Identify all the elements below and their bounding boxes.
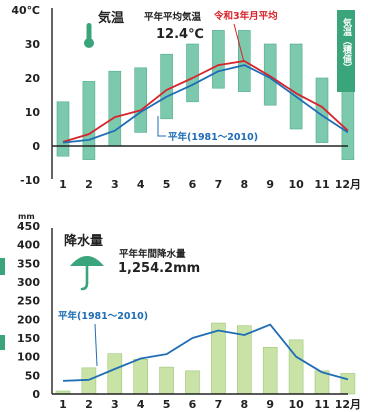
temp-range-bar xyxy=(341,91,355,160)
precip-x-tick-label: 1 xyxy=(59,398,67,411)
temp-range-bar xyxy=(212,30,225,89)
temp-range-bar xyxy=(82,81,96,160)
precip-bar xyxy=(288,339,304,395)
precip-bar xyxy=(211,322,226,395)
precip-line-normal xyxy=(62,323,349,382)
temp-y-tick-label: 10 xyxy=(25,106,41,119)
precip-x-tick-label: 10 xyxy=(288,398,304,411)
temp-x-tick-label: 7 xyxy=(215,178,223,191)
precip-x-tick-label: 9 xyxy=(266,398,274,411)
precip-unit: mm xyxy=(18,212,35,221)
umbrella-icon xyxy=(70,256,104,291)
temp-x-tick-label: 12月 xyxy=(335,178,361,191)
precip-y-tick-label: 150 xyxy=(17,332,40,345)
temp-y-tick-label: -10 xyxy=(20,174,40,187)
temp-range-bar xyxy=(134,67,147,133)
precip-x-tick-label: 5 xyxy=(163,398,171,411)
precip-legend-normal: 平年(1981〜2010) xyxy=(58,310,148,322)
precip-y-tick-label: 450 xyxy=(17,220,40,233)
left-edge-tab-lower xyxy=(0,335,5,350)
precip-normal-leader xyxy=(94,323,98,367)
temp-title: 気温 xyxy=(98,10,124,26)
precip-x-tick-label: 8 xyxy=(240,398,248,411)
precipitation-chart: mm 0 50 100 150 200 250 300 350 400 450 1 2 3 4 5 6 7 8 9… xyxy=(0,212,361,411)
temp-range-bars xyxy=(56,30,355,160)
temp-x-tick-label: 9 xyxy=(266,178,274,191)
precip-bar xyxy=(340,373,356,395)
precip-y-tick-label: 200 xyxy=(17,313,40,326)
temp-y-tick-label: 40℃ xyxy=(11,4,40,17)
temp-subtitle: 平年平均気温 xyxy=(144,11,202,23)
precip-y-tick-label: 0 xyxy=(32,388,40,401)
precip-subtitle: 平年年間降水量 xyxy=(119,248,186,260)
precip-lines xyxy=(62,323,349,382)
temperature-chart: -10 0 10 20 30 40℃ 1 2 3 4 5 6 7 8 9 10 11 12月 気温 平年平均気温… xyxy=(11,4,361,191)
precip-summary-value: 1,254.2mm xyxy=(118,261,200,276)
temp-side-label-box xyxy=(337,10,355,92)
temp-y-tick-label: 0 xyxy=(32,140,40,153)
precip-bar xyxy=(262,347,278,395)
temp-x-tick-label: 4 xyxy=(137,178,145,191)
precip-bars xyxy=(55,322,356,395)
precip-y-tick-label: 350 xyxy=(17,257,40,270)
precip-y-tick-label: 250 xyxy=(17,295,40,308)
precip-bar xyxy=(133,358,148,395)
temp-side-label: 気温（積値） xyxy=(341,17,353,72)
precip-x-tick-label: 11 xyxy=(314,398,329,411)
precip-x-ticks: 1 2 3 4 5 6 7 8 9 10 11 12月 xyxy=(59,398,361,411)
precip-y-tick-label: 100 xyxy=(17,351,40,364)
temp-y-tick-label: 20 xyxy=(25,72,41,85)
temp-normal-leader xyxy=(157,116,166,137)
precip-y-tick-label: 50 xyxy=(25,369,41,382)
precip-x-tick-label: 2 xyxy=(85,398,93,411)
temp-range-bar xyxy=(289,43,303,130)
temp-line-reiwa xyxy=(62,60,349,143)
precip-y-ticks: 0 50 100 150 200 250 300 350 400 450 xyxy=(17,220,40,401)
precip-y-tick-label: 400 xyxy=(17,239,40,252)
temp-x-tick-label: 3 xyxy=(111,178,119,191)
precip-x-tick-label: 4 xyxy=(137,398,145,411)
temp-range-bar xyxy=(160,53,173,120)
temp-lines xyxy=(62,60,349,144)
temp-summary-value: 12.4℃ xyxy=(156,27,204,42)
thermometer-icon xyxy=(84,23,94,48)
temp-range-bar xyxy=(186,43,199,103)
precip-bar xyxy=(159,366,174,395)
temp-x-tick-label: 5 xyxy=(163,178,171,191)
precip-bar xyxy=(237,325,252,395)
temp-x-tick-label: 1 xyxy=(59,178,67,191)
temp-x-ticks: 1 2 3 4 5 6 7 8 9 10 11 12月 xyxy=(59,178,361,191)
temp-x-tick-label: 8 xyxy=(240,178,248,191)
precip-x-tick-label: 12月 xyxy=(335,398,361,411)
precip-x-tick-label: 6 xyxy=(189,398,197,411)
precip-y-tick-label: 300 xyxy=(17,276,40,289)
temp-legend-reiwa: 令和3年月平均 xyxy=(213,10,278,22)
precip-x-tick-label: 3 xyxy=(111,398,119,411)
temp-x-tick-label: 11 xyxy=(314,178,329,191)
temp-x-tick-label: 2 xyxy=(85,178,93,191)
precip-x-tick-label: 7 xyxy=(215,398,223,411)
temp-y-ticks: -10 0 10 20 30 40℃ xyxy=(11,4,40,187)
precip-bar xyxy=(107,353,123,395)
temp-range-bar xyxy=(108,70,122,147)
temp-legend-normal: 平年(1981〜2010) xyxy=(168,131,258,143)
temp-range-bar xyxy=(56,101,70,157)
precip-bar xyxy=(81,367,97,395)
temp-line-normal xyxy=(62,64,349,144)
temp-x-tick-label: 6 xyxy=(189,178,197,191)
temp-y-tick-label: 30 xyxy=(25,38,41,51)
precip-title: 降水量 xyxy=(64,233,103,249)
temp-x-tick-label: 10 xyxy=(288,178,304,191)
left-edge-tab-upper xyxy=(0,258,5,275)
precip-bar xyxy=(185,370,200,395)
temp-reiwa-leader xyxy=(233,23,245,63)
